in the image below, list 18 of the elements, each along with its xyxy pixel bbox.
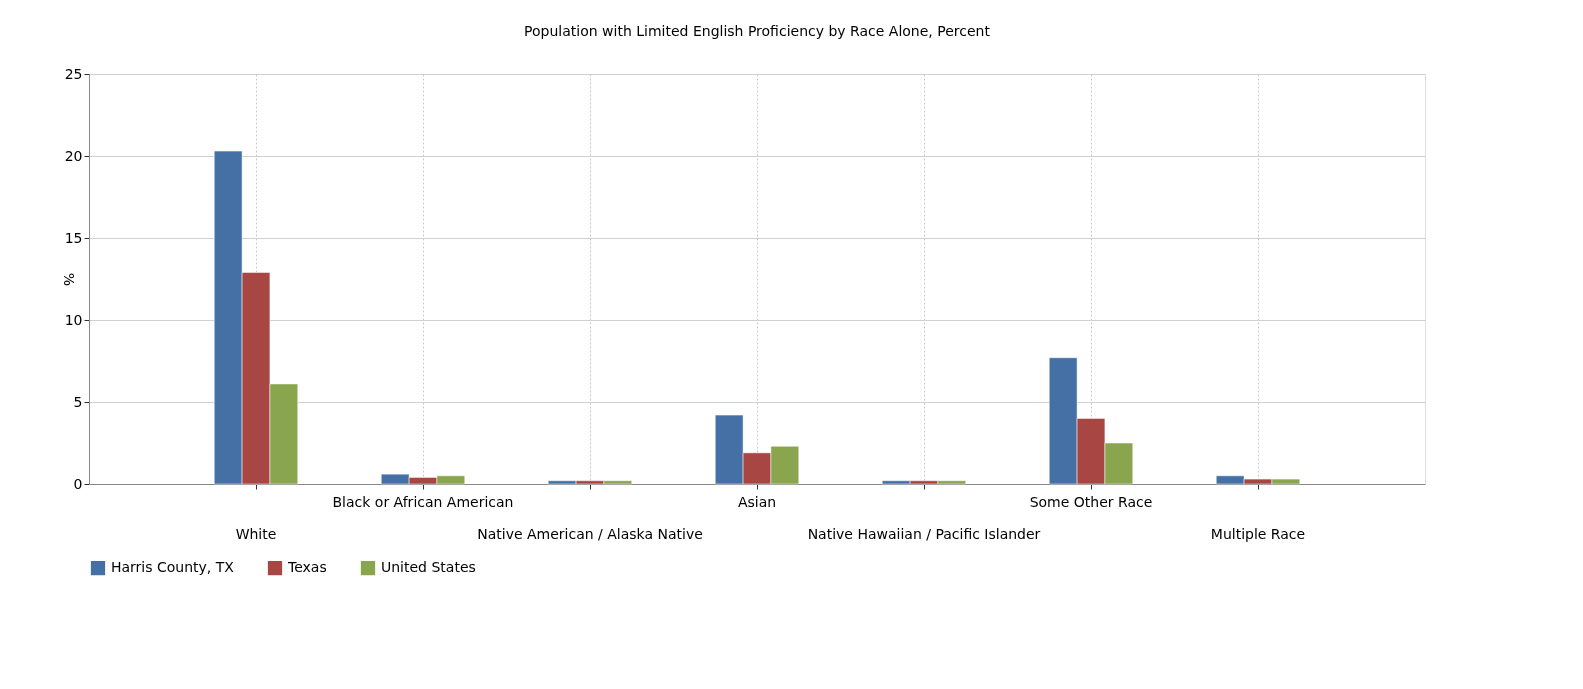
y-tick-label: 20 [64, 147, 83, 164]
y-tick-label: 5 [73, 393, 83, 410]
y-axis-title: % [60, 272, 77, 287]
y-tick-label: 15 [64, 229, 83, 246]
chart-title: Population with Limited English Proficiency by Race Alone, Percent [524, 23, 991, 39]
y-tick-label: 10 [64, 311, 83, 328]
x-tick-label: Native Hawaiian / Pacific Islander [807, 525, 1041, 542]
legend-label: United States [381, 559, 476, 576]
y-tick-label: 25 [64, 65, 83, 82]
legend-label: Harris County, TX [111, 559, 235, 576]
x-tick-label: Native American / Alaska Native [477, 525, 703, 542]
x-tick-label: White [235, 525, 277, 542]
x-tick-label: Multiple Race [1210, 525, 1306, 542]
x-tick-label: Asian [737, 493, 777, 510]
x-tick-label: Black or African American [332, 493, 514, 510]
y-tick-label: 0 [73, 475, 83, 492]
x-tick-label: Some Other Race [1029, 493, 1153, 510]
legend-label: Texas [287, 559, 327, 576]
